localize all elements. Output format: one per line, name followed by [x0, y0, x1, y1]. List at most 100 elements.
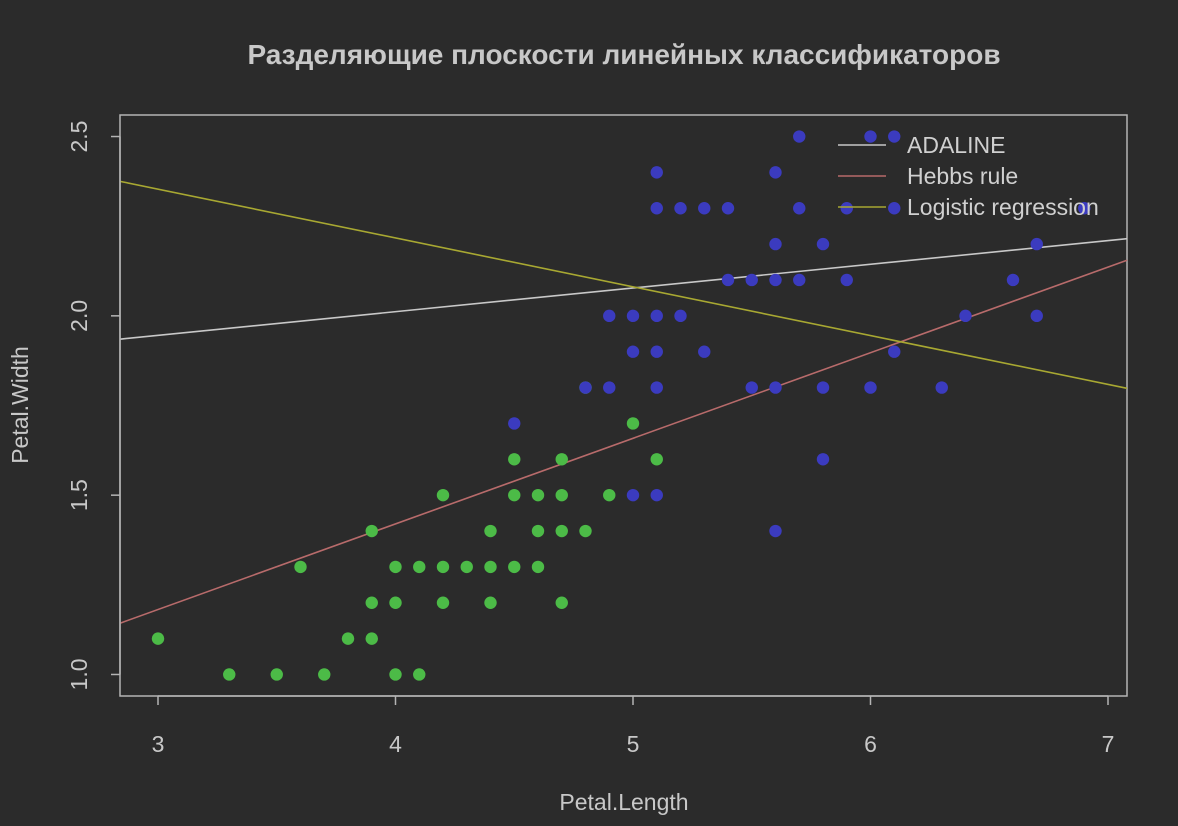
legend-label: Logistic regression — [907, 194, 1099, 220]
data-point — [460, 560, 473, 574]
data-point — [888, 345, 901, 358]
data-point — [935, 381, 948, 394]
line-hebbs-rule — [119, 259, 1128, 624]
data-point — [816, 453, 830, 466]
data-point — [270, 668, 283, 681]
data-point — [888, 130, 901, 143]
x-tick-label: 6 — [864, 731, 877, 757]
data-point — [579, 524, 592, 538]
data-point — [531, 560, 545, 574]
data-point — [1030, 309, 1043, 323]
x-tick-label: 5 — [627, 731, 640, 757]
data-points — [151, 130, 1091, 681]
y-tick-label: 2.5 — [66, 121, 92, 153]
data-point — [769, 381, 782, 394]
data-point — [959, 309, 972, 323]
chart-title: Разделяющие плоскости линейных классифик… — [247, 39, 1000, 70]
data-point — [1078, 202, 1091, 215]
x-axis: 3 4 5 6 7 — [152, 695, 1115, 757]
data-point — [603, 488, 616, 502]
data-point — [365, 596, 378, 609]
data-point — [436, 560, 450, 574]
data-point — [151, 632, 165, 645]
data-point — [555, 488, 568, 502]
data-point — [484, 560, 497, 574]
data-point — [698, 202, 711, 215]
y-tick-label: 1.0 — [66, 658, 92, 690]
y-axis: 1.0 1.5 2.0 2.5 — [66, 121, 121, 690]
data-point — [555, 453, 568, 466]
data-point — [840, 202, 853, 215]
x-tick-label: 7 — [1102, 731, 1115, 757]
data-point — [650, 381, 663, 394]
data-point — [1030, 237, 1043, 251]
data-point — [579, 381, 592, 394]
data-point — [626, 417, 640, 430]
data-point — [508, 488, 521, 502]
data-point — [698, 345, 711, 358]
data-point — [650, 345, 663, 358]
data-point — [674, 309, 687, 323]
data-point — [531, 488, 545, 502]
data-point — [603, 309, 616, 323]
data-point — [816, 237, 830, 251]
data-point — [626, 488, 640, 502]
legend: ADALINE Hebbs rule Logistic regression — [838, 132, 1099, 220]
data-point — [365, 524, 378, 538]
data-point — [413, 560, 426, 574]
data-point — [793, 273, 806, 287]
data-point — [508, 560, 521, 574]
data-point — [413, 668, 426, 681]
data-point — [223, 668, 236, 681]
legend-label: ADALINE — [907, 132, 1005, 158]
data-point — [436, 488, 450, 502]
data-point — [769, 166, 782, 179]
y-tick-label: 2.0 — [66, 300, 92, 332]
data-point — [864, 130, 877, 143]
line-logistic-regression — [119, 180, 1128, 390]
data-point — [745, 381, 758, 394]
data-point — [508, 453, 521, 466]
data-point — [793, 130, 806, 143]
data-point — [650, 488, 663, 502]
x-tick-label: 3 — [152, 731, 165, 757]
data-point — [769, 524, 782, 538]
line-adaline — [119, 237, 1128, 340]
data-point — [769, 237, 782, 251]
x-axis-label: Petal.Length — [559, 789, 688, 815]
data-point — [484, 524, 497, 538]
data-point — [603, 381, 616, 394]
data-point — [555, 524, 568, 538]
y-tick-label: 1.5 — [66, 479, 92, 511]
data-point — [508, 417, 521, 430]
data-point — [555, 596, 568, 609]
data-point — [365, 632, 378, 645]
data-point — [793, 202, 806, 215]
data-point — [318, 668, 331, 681]
data-point — [1006, 273, 1020, 287]
data-point — [816, 381, 830, 394]
data-point — [674, 202, 687, 215]
legend-label: Hebbs rule — [907, 163, 1018, 189]
data-point — [436, 596, 450, 609]
data-point — [650, 453, 663, 466]
data-point — [745, 273, 758, 287]
data-point — [769, 273, 782, 287]
data-point — [389, 668, 402, 681]
data-point — [840, 273, 853, 287]
data-point — [626, 345, 640, 358]
data-point — [294, 560, 307, 574]
data-point — [888, 202, 901, 215]
data-point — [721, 273, 735, 287]
data-point — [650, 202, 663, 215]
data-point — [721, 202, 735, 215]
data-point — [389, 560, 402, 574]
x-tick-label: 4 — [389, 731, 402, 757]
data-point — [484, 596, 497, 609]
data-point — [650, 309, 663, 323]
data-point — [531, 524, 545, 538]
y-axis-label: Petal.Width — [7, 346, 33, 464]
data-point — [626, 309, 640, 323]
classifier-lines — [119, 180, 1128, 624]
